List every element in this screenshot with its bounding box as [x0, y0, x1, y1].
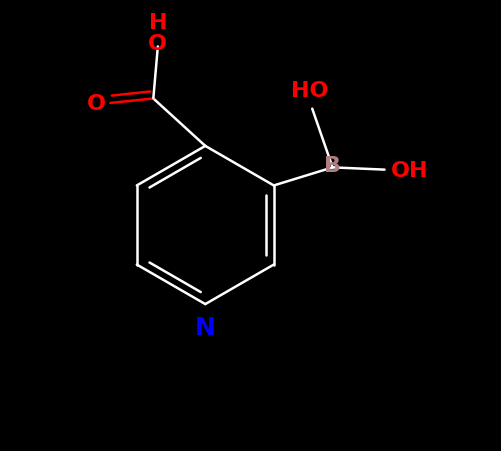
Text: O: O	[148, 34, 167, 54]
Text: H: H	[149, 13, 167, 32]
Text: O: O	[87, 94, 106, 114]
Text: B: B	[324, 156, 341, 176]
Text: N: N	[195, 316, 216, 340]
Text: OH: OH	[391, 160, 429, 180]
Text: HO: HO	[291, 80, 329, 100]
